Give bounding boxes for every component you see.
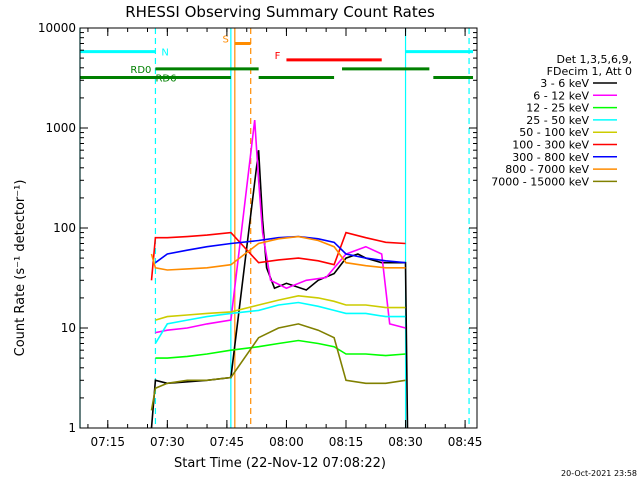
x-tick-label-1: 07:30	[150, 435, 185, 449]
series-line-0-0	[150, 150, 409, 429]
flag-label-3: RD0	[130, 65, 151, 76]
x-tick-label-3: 08:00	[269, 435, 304, 449]
reference-lines	[79, 28, 470, 428]
x-tick-label-5: 08:30	[388, 435, 423, 449]
flag-label-4: RD6	[155, 73, 176, 84]
legend-label-0: 3 - 6 keV	[540, 77, 589, 90]
flag-label-2: F	[275, 51, 281, 62]
y-tick-label-3: 1000	[45, 121, 76, 135]
plot-frame	[79, 27, 478, 429]
legend-label-7: 800 - 7000 keV	[505, 163, 589, 176]
series-line-5-0	[150, 231, 406, 281]
y-tick-label-2: 100	[53, 221, 76, 235]
x-tick-label-0: 07:15	[90, 435, 125, 449]
x-axis-label: Start Time (22-Nov-12 07:08:22)	[174, 456, 386, 471]
y-tick-label-1: 10	[61, 321, 76, 335]
flag-label-0: N	[161, 48, 168, 59]
x-tick-label-6: 08:45	[448, 435, 483, 449]
y-tick-label-4: 10000	[38, 21, 76, 35]
legend-header-1: FDecim 1, Att 0	[547, 65, 632, 78]
legend-label-6: 300 - 800 keV	[512, 151, 589, 164]
series-group	[150, 120, 409, 429]
legend: Det 1,3,5,6,9,FDecim 1, Att 03 - 6 keV6 …	[491, 53, 632, 188]
legend-header-0: Det 1,3,5,6,9,	[556, 53, 632, 66]
series-line-1-0	[155, 120, 406, 334]
flag-bars: N S F RD0 RD6	[80, 34, 474, 84]
series-line-7-0	[150, 235, 406, 271]
y-axis-label: Count Rate (s⁻¹ detector⁻¹)	[13, 180, 28, 357]
y-tick-label-0: 1	[68, 421, 76, 435]
chart-title: RHESSI Observing Summary Count Rates	[125, 3, 435, 21]
legend-label-1: 6 - 12 keV	[533, 89, 589, 102]
series-line-2-0	[155, 339, 406, 359]
footer-date: 20-Oct-2021 23:58	[561, 469, 637, 478]
legend-label-8: 7000 - 15000 keV	[491, 175, 589, 188]
legend-label-5: 100 - 300 keV	[512, 139, 589, 152]
series-line-6-0	[154, 235, 406, 264]
series-line-4-0	[155, 294, 406, 321]
series-line-3-0	[154, 301, 406, 344]
flag-label-1: S	[222, 34, 228, 45]
legend-label-2: 12 - 25 keV	[526, 102, 589, 115]
series-line-8-0	[150, 323, 406, 411]
axes: 1 10 100 1000 10000 07:15 07:30 07:45 08:00 08:15…	[38, 21, 483, 449]
legend-label-3: 25 - 50 keV	[526, 114, 589, 127]
x-tick-label-2: 07:45	[210, 435, 245, 449]
x-tick-label-4: 08:15	[329, 435, 364, 449]
legend-label-4: 50 - 100 keV	[519, 126, 589, 139]
